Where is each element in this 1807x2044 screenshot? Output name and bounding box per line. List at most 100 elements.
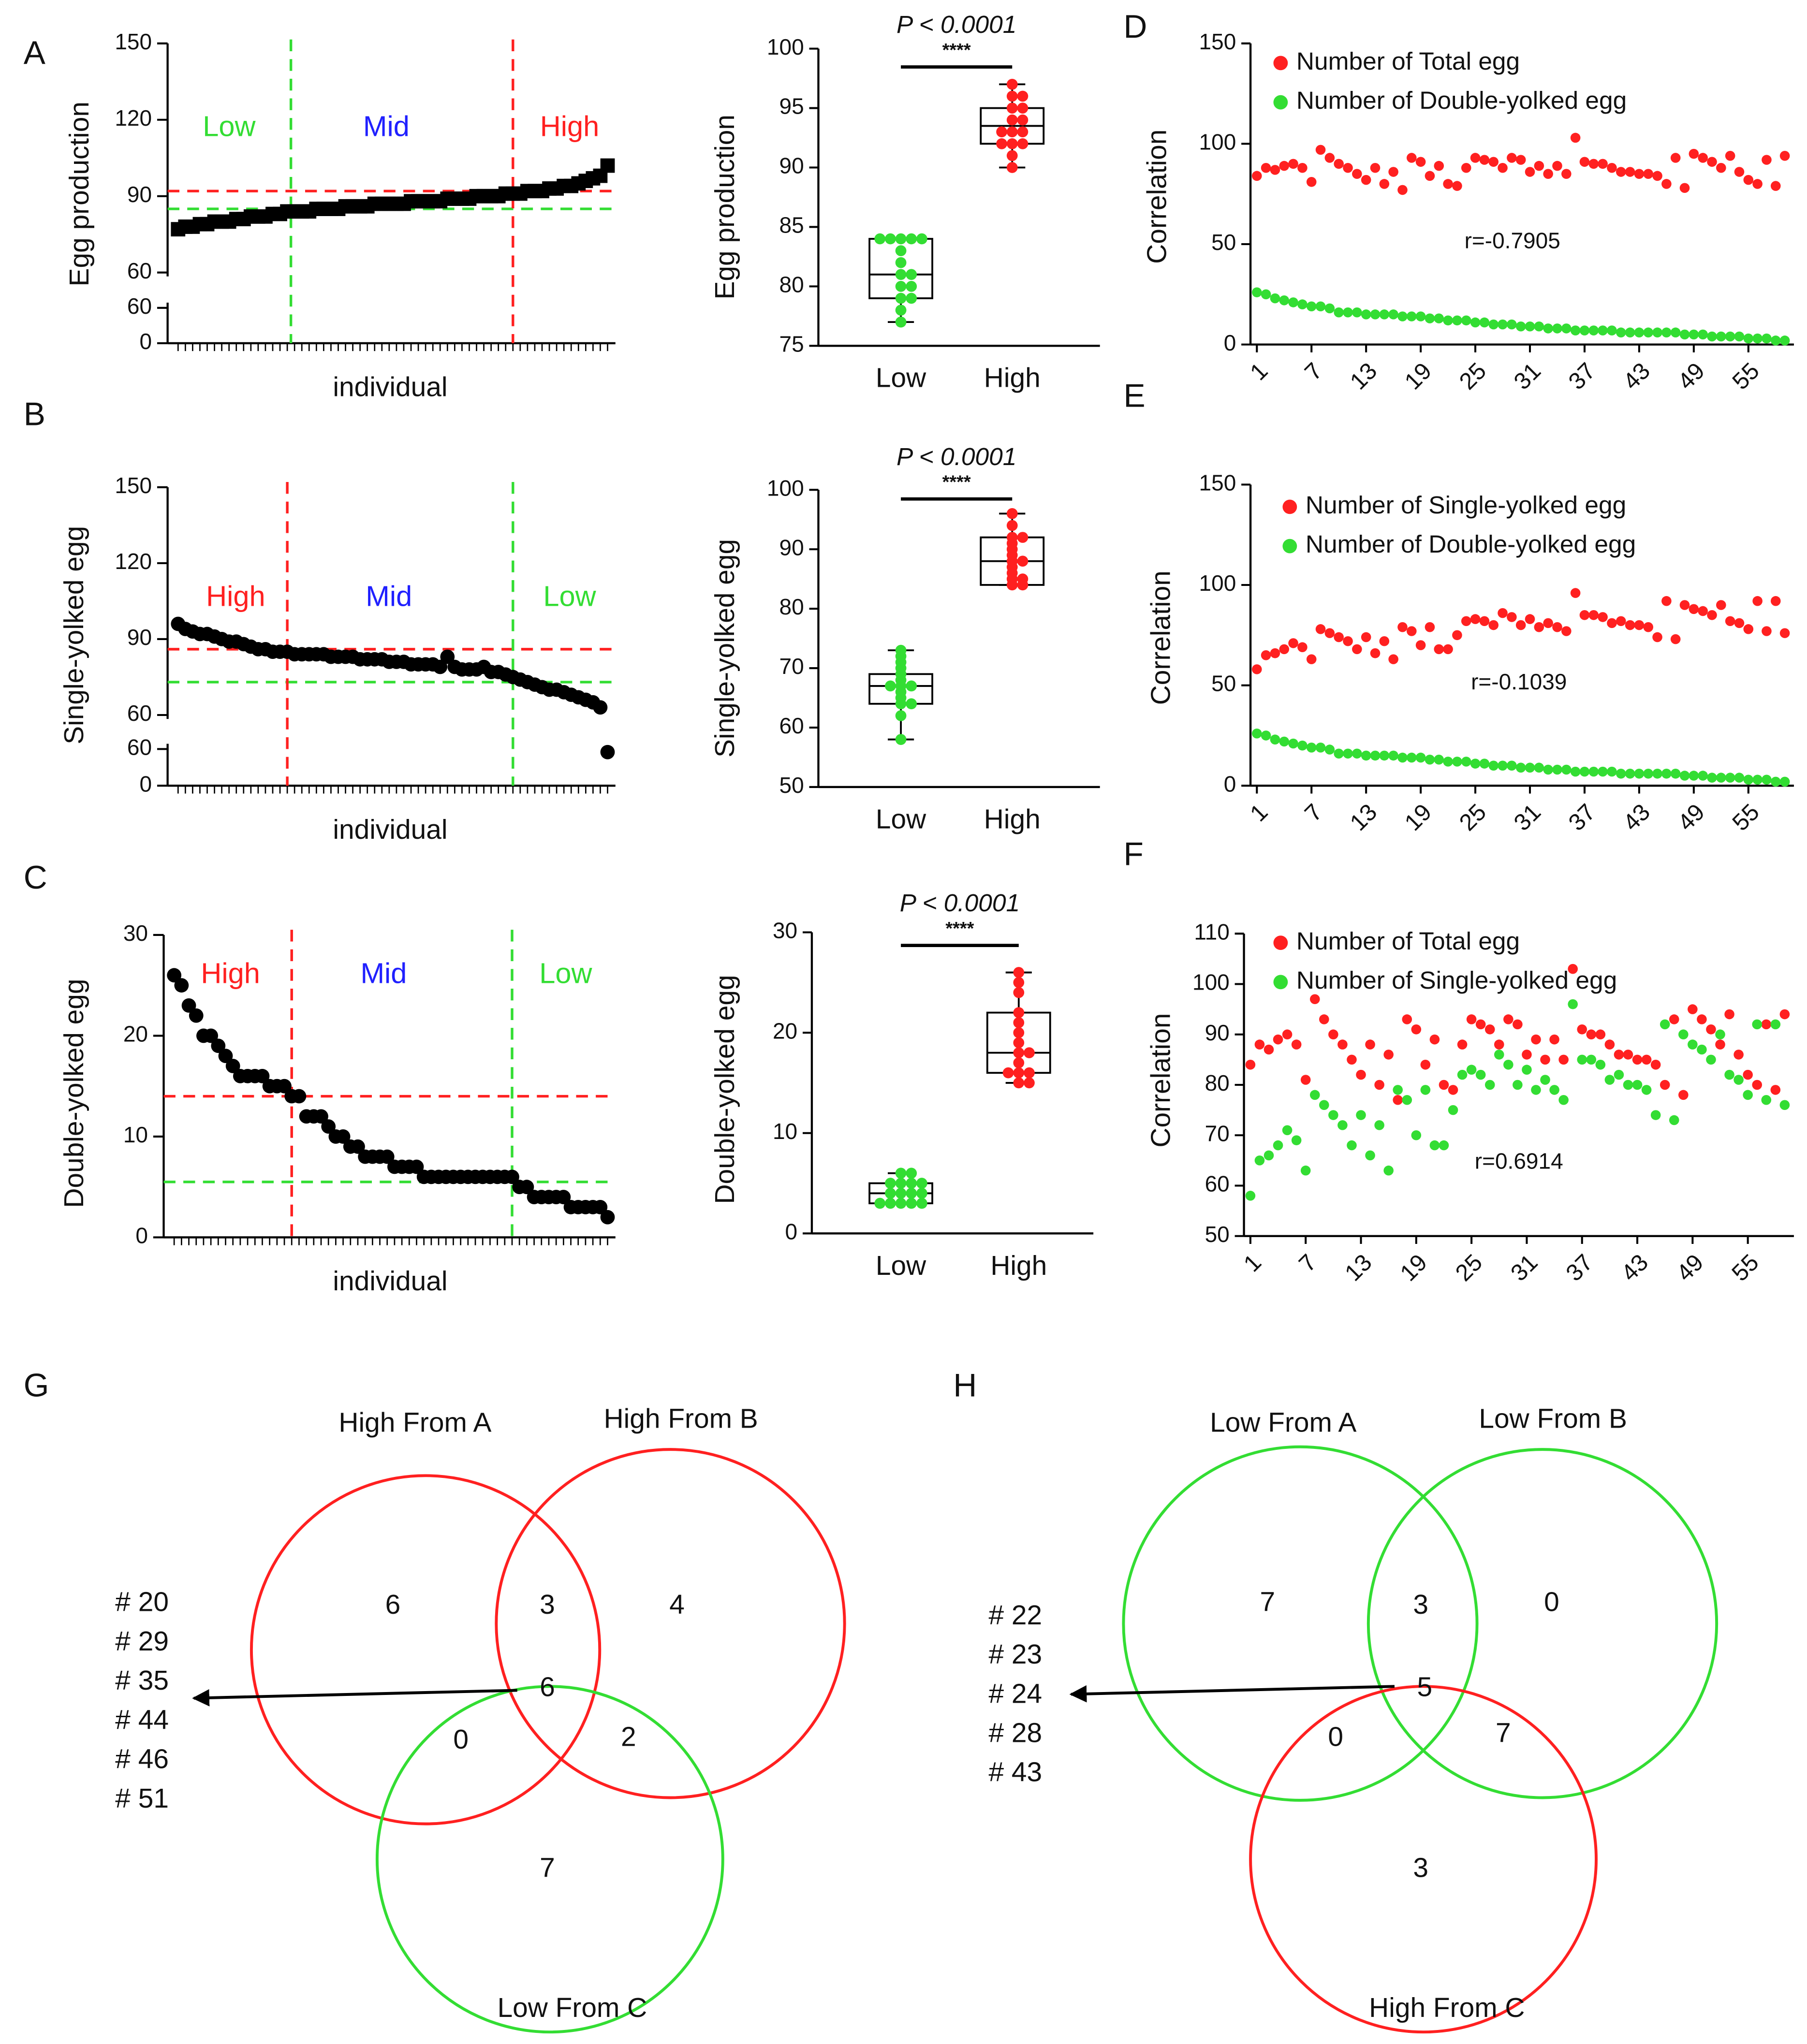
point [1507, 612, 1517, 622]
y-axis-label: Egg production [710, 115, 740, 300]
region-label: High [540, 110, 600, 143]
point [1734, 1075, 1744, 1085]
x-tick-label: High [984, 804, 1041, 834]
x-tick-label: 25 [1454, 358, 1492, 395]
point [885, 1197, 896, 1209]
point [1577, 1054, 1587, 1065]
x-tick-label: 1 [1245, 799, 1273, 827]
point [1397, 622, 1408, 632]
point [1743, 1090, 1753, 1100]
point [1282, 1029, 1293, 1040]
point [1470, 614, 1481, 624]
region-label: Mid [366, 580, 412, 613]
point [1689, 604, 1699, 614]
point [1006, 162, 1018, 173]
point [1379, 309, 1390, 320]
y-tick-label: 100 [767, 34, 804, 59]
point [519, 1180, 534, 1195]
point [1297, 162, 1308, 173]
x-tick-label: 7 [1300, 799, 1327, 827]
point [1343, 748, 1353, 759]
point [1507, 153, 1517, 163]
p-value: P < 0.0001 [900, 889, 1020, 917]
legend-label: Number of Single-yolked egg [1296, 966, 1617, 994]
point [1484, 1080, 1495, 1090]
point [906, 1178, 917, 1189]
region-count: 2 [621, 1722, 636, 1752]
point [1561, 323, 1572, 334]
point [895, 734, 907, 745]
point [1588, 610, 1599, 620]
point [1251, 287, 1262, 297]
point [1734, 618, 1745, 628]
point [1475, 1019, 1486, 1030]
stars: **** [942, 472, 971, 493]
point [1724, 1009, 1734, 1020]
point [1586, 1029, 1597, 1040]
point [1479, 317, 1490, 328]
stars: **** [945, 919, 974, 939]
point [895, 1178, 907, 1189]
y-tick-label: 70 [1205, 1121, 1230, 1146]
point [1013, 1067, 1025, 1079]
point [1479, 759, 1490, 769]
y-tick-label: 10 [773, 1119, 797, 1144]
point [1689, 148, 1699, 159]
x-tick-label: 49 [1673, 799, 1710, 836]
point [1607, 325, 1617, 336]
point [1531, 1034, 1541, 1045]
set-label: High From A [338, 1408, 491, 1438]
point [1013, 1027, 1025, 1038]
point [1552, 323, 1562, 334]
point [1356, 1110, 1366, 1120]
point [1443, 644, 1453, 655]
y-axis-label: Single-yolked egg [710, 539, 740, 758]
x-tick-label: 25 [1451, 1249, 1488, 1286]
point [1254, 1155, 1265, 1166]
point [1770, 181, 1781, 191]
annotation: r=-0.7905 [1465, 228, 1560, 253]
point [1660, 1019, 1670, 1030]
point [1513, 1019, 1523, 1030]
y-tick-label: 120 [115, 549, 152, 574]
point [1452, 315, 1462, 326]
point [1324, 303, 1335, 314]
point [1013, 1077, 1025, 1089]
point [1716, 600, 1726, 610]
x-tick-label: 49 [1672, 1249, 1709, 1286]
y-tick-label: 60 [127, 293, 152, 319]
point [505, 1169, 519, 1184]
y-tick-label: 75 [779, 331, 804, 356]
panel-letter: G [24, 1368, 49, 1404]
point [1466, 1014, 1477, 1024]
point [1443, 315, 1453, 326]
legend-label: Number of Total egg [1296, 47, 1520, 75]
point [1707, 773, 1717, 783]
region-label: Low [203, 110, 256, 143]
point [1270, 293, 1280, 304]
y-axis-label: Single-yolked egg [59, 526, 89, 745]
point [1361, 175, 1371, 185]
point [895, 305, 907, 316]
point [1494, 1050, 1504, 1060]
point [1752, 1080, 1763, 1090]
x-tick-label: 19 [1400, 358, 1437, 395]
point [1752, 333, 1763, 344]
x-tick-label: 43 [1616, 1249, 1654, 1286]
point [1324, 153, 1335, 163]
point [996, 138, 1007, 149]
point [1407, 752, 1417, 763]
region-count: 5 [1417, 1672, 1432, 1703]
y-tick-label: 90 [1205, 1020, 1230, 1045]
point [1328, 1029, 1338, 1040]
point [1337, 1039, 1348, 1050]
point [1652, 632, 1662, 642]
point [1625, 167, 1635, 177]
y-tick-label: 90 [127, 625, 152, 650]
point [1531, 1085, 1541, 1095]
venn-circle [495, 1448, 846, 1799]
member-id: # 43 [989, 1757, 1043, 1788]
x-tick-label: High [984, 363, 1041, 394]
p-value: P < 0.0001 [896, 10, 1016, 38]
point [1443, 179, 1453, 189]
